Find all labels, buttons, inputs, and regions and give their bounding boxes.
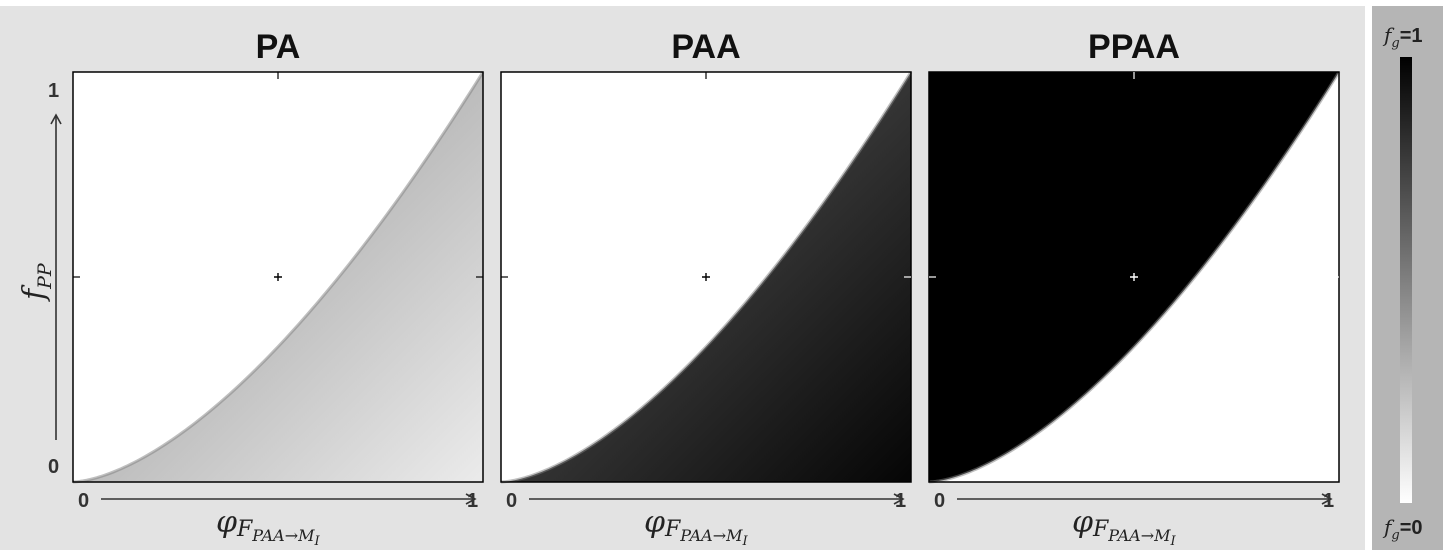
panel-2-center-marker: [1130, 273, 1138, 281]
panel-0-center-marker: [274, 273, 282, 281]
colorbar-top-label: fg=1: [1382, 23, 1423, 51]
panel-1-boundary: [500, 71, 913, 484]
panel-0-x-axis-label: φFPAA→MI: [216, 505, 320, 549]
panel-0-x-tick-0: 0: [78, 490, 89, 512]
panel-2-x-axis-label: φFPAA→MI: [1072, 505, 1176, 549]
panel-2-title: PPAA: [1088, 28, 1180, 66]
y-tick-0: 0: [48, 456, 59, 478]
panel-0-title: PA: [256, 28, 301, 66]
panel-2-lower-region: [929, 72, 1339, 482]
panel-1-center-marker: [702, 273, 710, 281]
panel-1-title: PAA: [671, 28, 740, 66]
panel-0-x-tick-1: 1: [467, 490, 478, 512]
panel-1-x-axis-label: φFPAA→MI: [644, 505, 748, 549]
y-tick-1: 1: [48, 80, 59, 102]
panel-0-boundary: [72, 71, 485, 484]
y-axis-label: fPP: [17, 262, 56, 302]
panel-2-x-tick-1: 1: [1323, 490, 1334, 512]
panels-group: PA 0 1 φFPAA→MI PAA 0 1 φFPAA→MI PPAA 0 1 φFPAA→MI: [72, 28, 1341, 549]
panel-2-x-tick-0: 0: [934, 490, 945, 512]
panel-1-lower-region: [501, 72, 911, 482]
colorbar-gradient: [1400, 57, 1412, 503]
colorbar-bottom-label: fg=0: [1382, 515, 1423, 543]
panel-0-lower-region: [73, 72, 483, 482]
panel-1-x-tick-0: 0: [506, 490, 517, 512]
panel-1-x-tick-1: 1: [895, 490, 906, 512]
panel-2-boundary: [928, 71, 1341, 484]
